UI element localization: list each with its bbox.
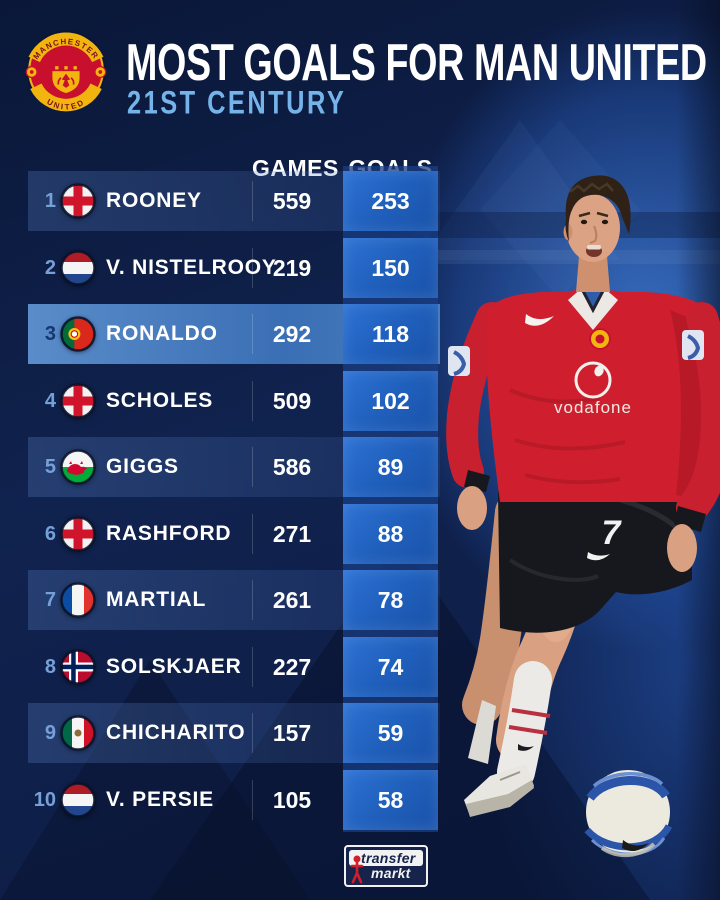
table-row: 2 V. NISTELROOY 219 150 [28, 237, 440, 298]
table-row: 4 SCHOLES 509 102 [28, 370, 440, 431]
transfermarkt-text-bottom: markt [371, 865, 411, 881]
table-row: 10 V. PERSIE 105 58 [28, 769, 440, 830]
nation-flag-icon-england [60, 183, 96, 219]
nation-flag-icon-england [60, 515, 96, 552]
goals-cell: 102 [343, 370, 438, 431]
rank-label: 8 [44, 655, 56, 678]
table-row: 6 RASHFORD 271 88 [28, 503, 440, 564]
rank-label: 5 [44, 456, 56, 478]
goals-value: 78 [377, 587, 404, 613]
player-name: MARTIAL [106, 588, 207, 611]
goals-value: 102 [371, 387, 410, 414]
nation-flag-icon-england [60, 382, 96, 419]
player-name: RONALDO [106, 322, 218, 345]
transfermarkt-logo: transfer markt [344, 845, 428, 887]
games-value: 292 [272, 321, 312, 347]
rank-label: 10 [33, 788, 56, 811]
player-name: RASHFORD [106, 521, 232, 545]
transfermarkt-mascot-icon [350, 855, 364, 884]
background-horizontal-stripe [430, 212, 720, 238]
goals-value: 88 [377, 520, 404, 547]
goals-cell: 118 [343, 304, 438, 364]
goals-cell: 74 [343, 636, 438, 697]
football [584, 770, 673, 858]
games-value: 219 [272, 254, 312, 281]
man-united-crest-icon: MANCHESTER UNITED [24, 26, 108, 118]
rank-label: 1 [44, 190, 56, 212]
nation-flag-icon-norway [60, 648, 96, 685]
nation-flag-icon-mexico [60, 715, 96, 751]
table-row: 9 CHICHARITO 157 59 [28, 703, 440, 763]
games-value: 509 [272, 387, 312, 414]
table-row: 1 ROONEY 559 253 [28, 171, 440, 231]
games-value: 157 [272, 720, 312, 746]
goals-value: 253 [371, 188, 410, 214]
nation-flag-icon-portugal [60, 316, 96, 352]
rank-label: 7 [44, 589, 56, 611]
page-title: MOST GOALS FOR MAN UNITED [126, 33, 707, 92]
games-value: 271 [272, 520, 312, 547]
shorts-number: 7 [602, 514, 623, 552]
table-row: 5 GIGGS 586 89 [28, 437, 440, 497]
rank-label: 3 [44, 323, 56, 345]
nation-flag-icon-netherlands [60, 249, 96, 286]
goals-value: 59 [377, 720, 404, 746]
goals-table: GAMES GOALS 1 ROONEY 559 253 2 V. NISTEL… [28, 138, 440, 844]
games-value: 559 [272, 188, 312, 214]
page-subtitle: 21ST CENTURY [127, 84, 347, 121]
games-value: 261 [272, 587, 312, 613]
shirt-sponsor-text: vodafone [554, 398, 632, 417]
player-name: SCHOLES [106, 388, 214, 412]
goals-cell: 88 [343, 503, 438, 564]
transfermarkt-text-top: transfer [361, 850, 416, 866]
nation-flag-icon-netherlands [60, 781, 96, 818]
rank-label: 4 [44, 389, 56, 412]
player-name: SOLSKJAER [106, 654, 242, 678]
goals-value: 58 [377, 786, 404, 813]
games-value: 586 [272, 454, 312, 480]
goals-cell: 150 [343, 237, 438, 298]
nation-flag-icon-wales [60, 449, 96, 485]
nation-flag-icon-france [60, 582, 96, 618]
games-value: 227 [272, 653, 312, 680]
goals-value: 74 [377, 653, 404, 680]
player-name: V. PERSIE [106, 787, 214, 811]
goals-value: 150 [371, 254, 410, 281]
goals-cell: 58 [343, 769, 438, 830]
table-row: 3 RONALDO 292 118 [28, 304, 440, 364]
player-name: CHICHARITO [106, 721, 246, 744]
goals-value: 118 [371, 321, 410, 347]
goals-value: 89 [377, 454, 404, 480]
table-row: 8 SOLSKJAER 227 74 [28, 636, 440, 697]
table-row: 7 MARTIAL 261 78 [28, 570, 440, 630]
goals-cell: 89 [343, 437, 438, 497]
rank-label: 6 [44, 522, 56, 545]
goals-cell: 78 [343, 570, 438, 630]
player-name: ROONEY [106, 189, 202, 212]
rank-label: 9 [44, 722, 56, 744]
goals-cell: 253 [343, 171, 438, 231]
goals-cell: 59 [343, 703, 438, 763]
games-value: 105 [272, 786, 312, 813]
background-horizontal-stripe-light [430, 250, 720, 264]
rank-label: 2 [44, 256, 56, 279]
player-name: GIGGS [106, 455, 179, 478]
